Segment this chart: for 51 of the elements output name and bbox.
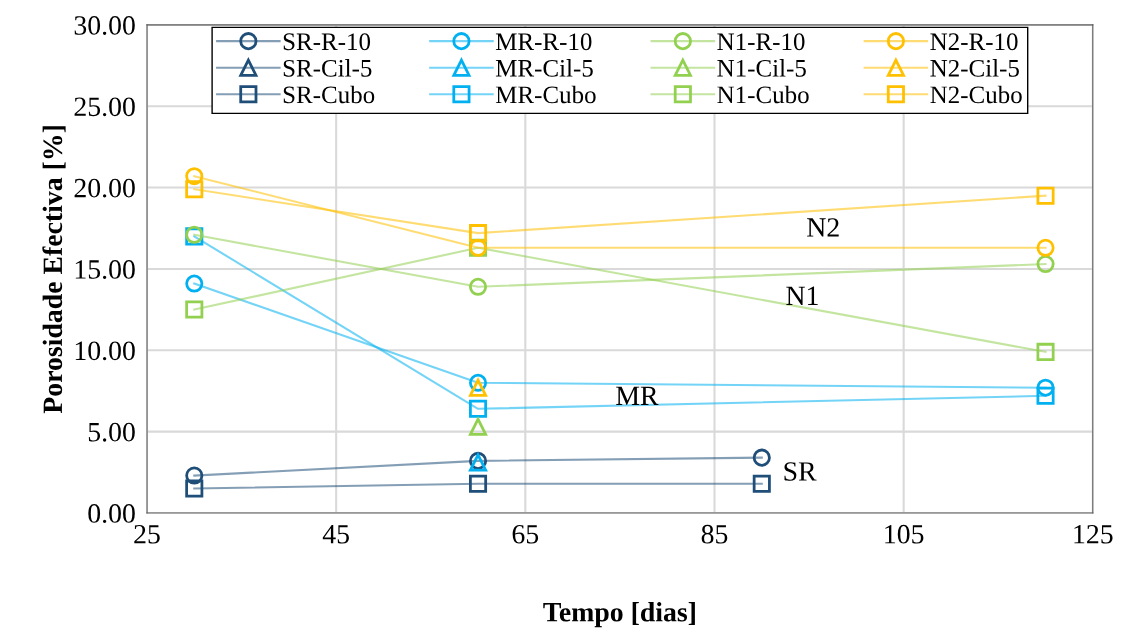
legend-label: SR-Cubo	[283, 85, 375, 104]
legend-label: MR-R-10	[495, 33, 592, 51]
y-tick-label: 15.00	[75, 260, 135, 279]
point	[1036, 186, 1055, 205]
x-tick-label: 65	[512, 524, 539, 544]
point	[1036, 386, 1055, 405]
x-tick-label: 85	[701, 524, 728, 544]
point	[469, 417, 488, 436]
legend-label: N1-Cubo	[717, 85, 809, 104]
point	[1036, 378, 1055, 397]
point	[469, 277, 488, 296]
annotation: N2	[807, 218, 839, 237]
y-tick-label: 30.00	[74, 16, 135, 35]
annotation: N1	[786, 286, 818, 305]
legend-label: N1-R-10	[717, 33, 805, 51]
point	[185, 479, 204, 498]
point	[469, 224, 488, 243]
legend-label: MR-Cubo	[495, 85, 596, 104]
y-tick-label: 5.00	[88, 422, 135, 442]
point	[1036, 342, 1055, 361]
point	[1036, 238, 1055, 257]
x-axis-title: Tempo [dias]	[543, 602, 695, 628]
y-tick-label: 25.00	[74, 97, 135, 117]
point	[752, 474, 771, 493]
legend-label: SR-R-10	[283, 33, 371, 51]
point	[185, 167, 204, 186]
legend-label: N2-R-10	[930, 33, 1018, 51]
x-tick-label: 25	[134, 524, 160, 544]
legend-label: SR-Cil-5	[283, 59, 372, 77]
annotation: SR	[784, 462, 817, 481]
point	[185, 466, 204, 485]
x-tick-label: 45	[322, 525, 349, 544]
y-tick-label: 0.00	[88, 504, 135, 523]
point	[185, 180, 204, 199]
y-axis-title: Porosidade Efectiva [%]	[42, 126, 66, 414]
point	[469, 474, 488, 493]
x-tick-label: 125	[1074, 524, 1113, 544]
y-tick-label: 10.00	[75, 341, 135, 361]
point	[469, 378, 488, 397]
point	[752, 448, 771, 467]
point	[1036, 255, 1055, 274]
legend-label: N1-Cil-5	[717, 59, 806, 77]
point	[185, 274, 204, 293]
legend-label: N2-Cubo	[930, 85, 1022, 104]
point	[185, 300, 204, 319]
legend-label: N2-Cil-5	[930, 59, 1019, 77]
annotation: MR	[616, 386, 659, 405]
point	[469, 399, 488, 418]
y-tick-label: 20.00	[74, 178, 135, 198]
legend-label: MR-Cil-5	[495, 59, 593, 77]
x-tick-label: 105	[885, 524, 924, 544]
